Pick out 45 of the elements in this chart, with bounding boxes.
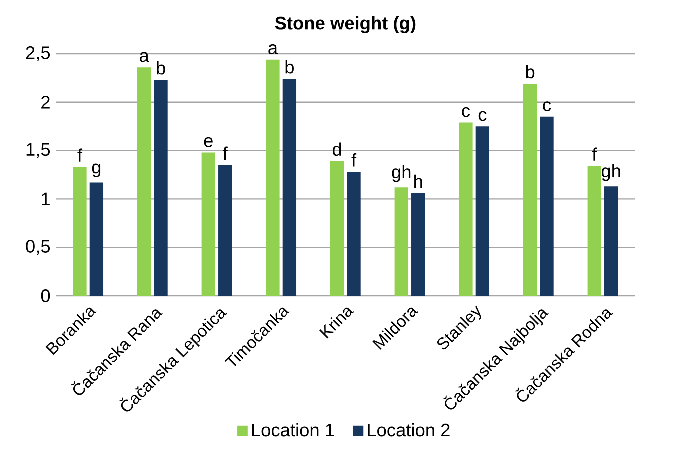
bar xyxy=(137,68,152,296)
bar xyxy=(459,122,473,296)
data-label: gh xyxy=(602,164,620,182)
data-label: f xyxy=(592,148,598,161)
data-label: f xyxy=(223,146,228,160)
bar xyxy=(202,152,216,296)
chart-title: Stone weight (g) xyxy=(275,16,416,34)
data-label: a xyxy=(140,52,150,62)
data-label: a xyxy=(268,44,278,55)
data-label: g xyxy=(92,164,101,178)
data-label: b xyxy=(286,60,294,74)
bar xyxy=(266,60,280,296)
bar xyxy=(347,172,361,296)
bar xyxy=(282,79,297,296)
bar xyxy=(90,182,104,296)
bar xyxy=(604,186,618,296)
bar xyxy=(412,193,426,296)
y-tick-label: 0,5 xyxy=(26,240,50,256)
bar xyxy=(523,84,538,296)
data-label: f xyxy=(78,148,83,162)
bar xyxy=(218,165,232,296)
data-label: h xyxy=(414,174,422,188)
data-label: c xyxy=(478,111,487,122)
data-label: d xyxy=(333,142,342,156)
data-label: gh xyxy=(392,165,411,182)
bar xyxy=(540,117,554,296)
bar xyxy=(330,162,344,296)
data-label: f xyxy=(352,154,357,167)
y-tick-label: 2,5 xyxy=(26,46,50,62)
y-tick-label: 1 xyxy=(42,193,50,206)
legend-label: Location 2 xyxy=(368,423,450,437)
y-tick-label: 2 xyxy=(42,96,50,109)
data-label: e xyxy=(204,137,213,148)
data-label: c xyxy=(543,102,552,112)
bar xyxy=(154,80,168,296)
bar xyxy=(588,166,602,296)
data-label: b xyxy=(526,65,535,79)
data-label: c xyxy=(462,107,470,118)
data-label: b xyxy=(157,61,166,75)
y-tick-label: 1,5 xyxy=(26,143,50,158)
bar xyxy=(73,167,87,296)
bar xyxy=(394,188,408,296)
bar xyxy=(476,126,490,296)
legend-label: Location 1 xyxy=(252,423,334,437)
y-tick-label: 0 xyxy=(41,290,50,302)
